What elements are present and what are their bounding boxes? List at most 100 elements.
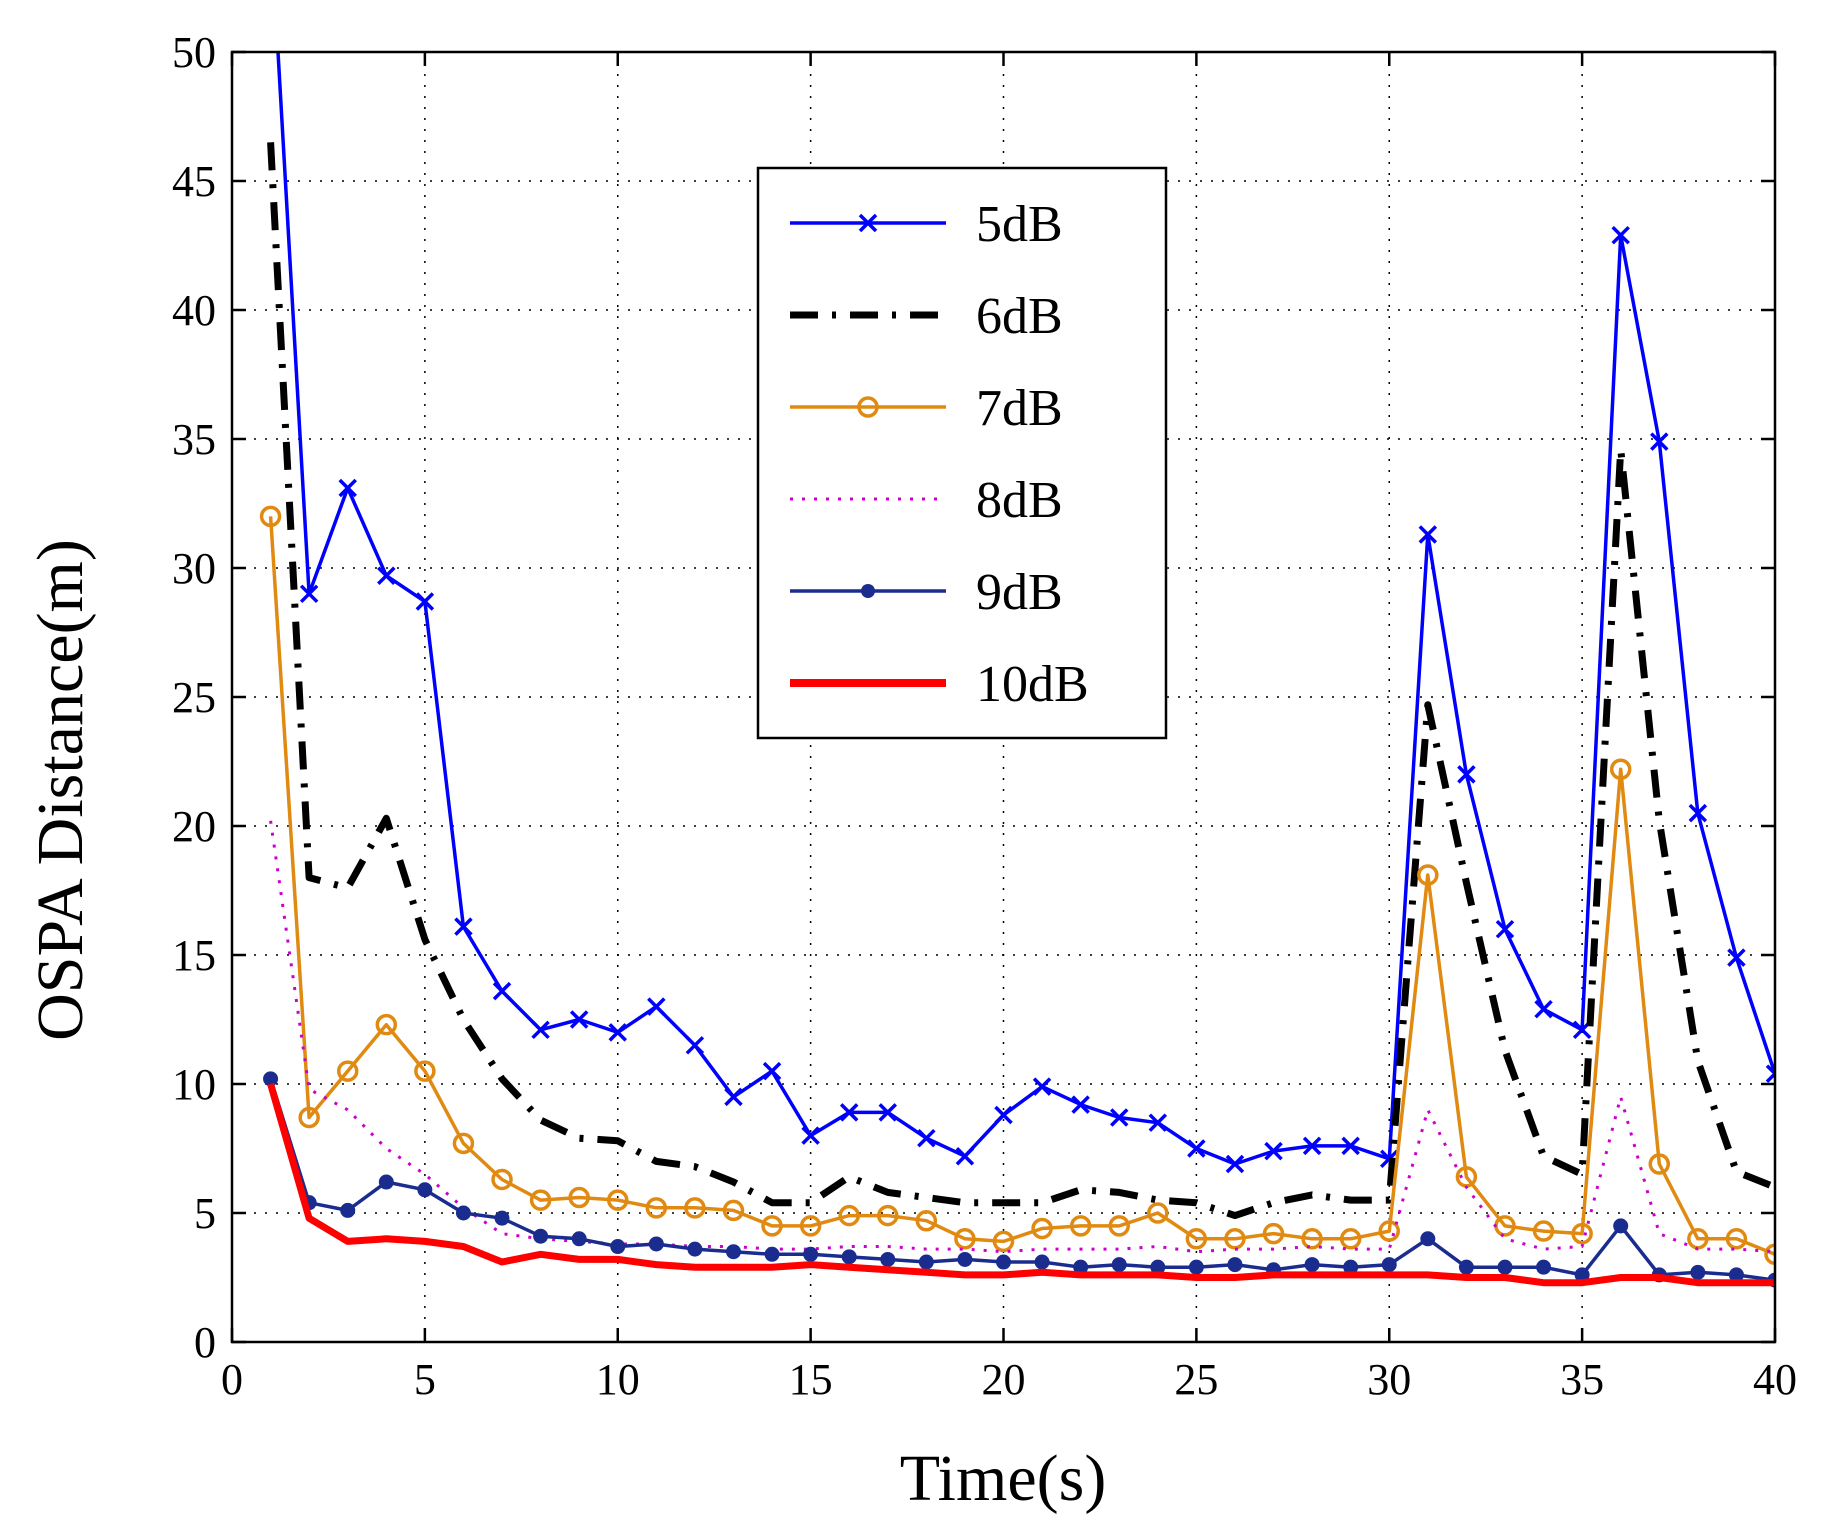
data-point-9db: [1690, 1264, 1706, 1280]
y-tick-label: 35: [172, 415, 216, 464]
data-point-9db: [263, 1071, 279, 1087]
x-tick-label: 40: [1753, 1355, 1797, 1404]
data-point-7db: [684, 1197, 706, 1219]
data-point-5db: [569, 1010, 589, 1029]
data-point-9db: [880, 1251, 896, 1267]
data-point-5db: [1341, 1136, 1360, 1156]
y-tick-label: 20: [172, 802, 216, 851]
data-point-9db: [1536, 1259, 1552, 1275]
data-point-9db: [340, 1202, 356, 1218]
data-point-5db: [994, 1105, 1013, 1125]
data-point-9db: [1111, 1257, 1127, 1273]
data-point-9db: [533, 1228, 549, 1244]
data-point-7db: [761, 1215, 783, 1237]
data-point-9db: [1227, 1257, 1243, 1273]
x-tick-label: 30: [1367, 1355, 1411, 1404]
x-tick-label: 25: [1174, 1355, 1218, 1404]
data-point-5db: [1187, 1139, 1206, 1158]
data-point-9db: [725, 1244, 741, 1260]
data-point-7db: [1378, 1220, 1400, 1242]
legend-entry-8db: 8dB: [790, 472, 1063, 529]
data-point-9db: [610, 1239, 626, 1255]
data-point-5db: [1418, 525, 1438, 544]
y-tick-label: 10: [172, 1060, 216, 1109]
data-point-7db: [1609, 758, 1632, 780]
data-point-7db: [838, 1204, 860, 1227]
series-line-8db: [269, 820, 1775, 1254]
data-point-9db: [957, 1251, 973, 1267]
data-point-9db: [1497, 1259, 1513, 1275]
data-point-9db: [1188, 1259, 1204, 1275]
data-point-7db: [529, 1189, 552, 1211]
data-point-5db: [1534, 999, 1553, 1019]
data-point-5db: [1264, 1141, 1283, 1161]
data-point-9db: [1420, 1231, 1436, 1247]
data-point-5db: [839, 1103, 859, 1122]
data-point-5db: [762, 1061, 782, 1081]
data-point-9db: [996, 1254, 1011, 1270]
data-point-7db: [1417, 864, 1439, 886]
data-point-5db: [1650, 432, 1669, 451]
data-point-5db: [647, 997, 666, 1016]
legend-label-5db: 5dB: [976, 196, 1063, 253]
data-point-5db: [917, 1128, 936, 1148]
data-point-7db: [1069, 1215, 1092, 1237]
data-point-9db: [687, 1241, 703, 1257]
x-tick-label: 10: [596, 1355, 640, 1404]
series-line-9db: [268, 1078, 1775, 1282]
data-point-7db: [992, 1230, 1015, 1253]
data-point-7db: [414, 1060, 436, 1082]
data-point-7db: [722, 1199, 745, 1222]
x-tick-label: 20: [982, 1355, 1026, 1404]
y-tick-label: 0: [194, 1318, 216, 1367]
y-tick-label: 50: [172, 28, 216, 77]
data-point-7db: [1571, 1222, 1593, 1245]
data-point-7db: [1108, 1215, 1130, 1237]
legend-entry-6db: 6dB: [790, 288, 1063, 345]
data-point-7db: [1339, 1228, 1362, 1250]
data-point-5db: [377, 566, 396, 585]
plot-area: [259, 52, 1775, 1288]
data-point-5db: [1225, 1154, 1245, 1174]
y-tick-label: 5: [194, 1189, 216, 1238]
data-point-7db: [259, 505, 282, 528]
data-point-7db: [1764, 1243, 1775, 1266]
data-point-9db: [1381, 1257, 1397, 1273]
series-line-7db: [268, 516, 1775, 1256]
data-point-5db: [1302, 1136, 1322, 1156]
y-tick-label: 30: [172, 544, 216, 593]
data-point-9db: [1034, 1254, 1050, 1270]
legend-box: [756, 166, 1168, 740]
data-point-9db: [494, 1210, 510, 1226]
y-tick-label: 45: [172, 157, 216, 206]
data-point-7db: [1185, 1228, 1208, 1250]
x-tick-label: 15: [789, 1355, 833, 1404]
data-point-5db: [415, 592, 435, 611]
data-point-5db: [801, 1126, 820, 1145]
y-tick-label: 40: [172, 286, 216, 335]
data-point-7db: [799, 1215, 822, 1237]
data-point-5db: [454, 917, 473, 936]
data-point-5db: [338, 478, 357, 498]
data-point-9db: [764, 1246, 780, 1262]
data-point-7db: [954, 1228, 976, 1250]
legend-entry-9db: 9dB: [790, 564, 1063, 621]
x-tick-label: 35: [1560, 1355, 1604, 1404]
axes: 0 5 10 15 20 25 30 35 40 0 5 10 15 20 25 30 35 40 45 50: [172, 28, 1797, 1404]
legend-label-9db: 9dB: [976, 564, 1063, 621]
data-point-9db: [455, 1205, 471, 1221]
x-tick-label: 0: [221, 1355, 243, 1404]
data-point-5db: [1071, 1095, 1090, 1114]
series-line-10db: [267, 1083, 1775, 1287]
data-point-5db: [1688, 803, 1708, 823]
data-point-5db: [608, 1023, 627, 1042]
data-point-5db: [1109, 1108, 1129, 1127]
data-point-5db: [878, 1103, 898, 1122]
legend-entry-7db: 7dB: [790, 380, 1063, 437]
data-point-7db: [298, 1106, 320, 1129]
data-point-9db: [417, 1182, 433, 1198]
data-point-7db: [645, 1197, 668, 1219]
legend-label-7db: 7dB: [976, 380, 1063, 437]
data-point-7db: [375, 1013, 398, 1036]
data-point-7db: [568, 1186, 590, 1209]
